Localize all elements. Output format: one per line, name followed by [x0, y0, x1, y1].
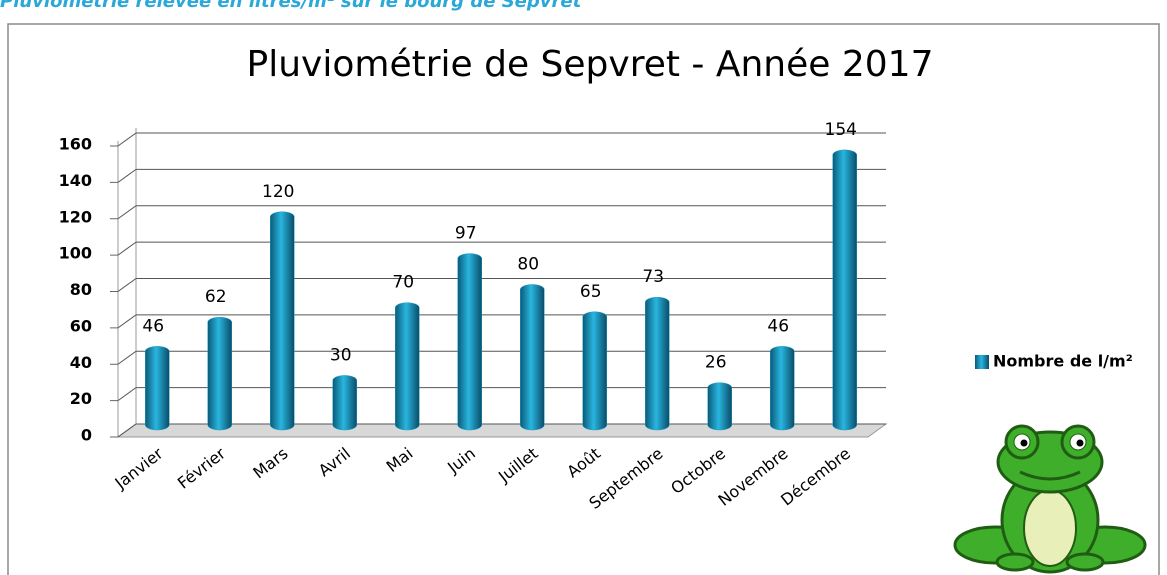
y-tick-label: 140: [59, 171, 92, 190]
bar: [520, 285, 544, 431]
data-label: 154: [825, 120, 857, 140]
y-tick-label: 120: [59, 207, 92, 226]
frog-illustration: [955, 426, 1145, 572]
data-label: 65: [580, 282, 602, 302]
bar: [145, 346, 169, 430]
grid-line: [118, 279, 136, 292]
bar: [708, 383, 732, 430]
bar: [833, 150, 857, 430]
x-tick-label: Février: [174, 443, 229, 492]
bar: [395, 303, 419, 430]
bar: [333, 375, 357, 430]
legend-label: Nombre de l/m²: [993, 352, 1133, 371]
grid-line: [118, 206, 136, 219]
x-tick-label: Juin: [443, 444, 479, 478]
data-label: 62: [205, 287, 227, 307]
data-label: 46: [142, 316, 164, 336]
y-tick-label: 80: [70, 280, 92, 299]
x-tick-label: Mai: [383, 444, 417, 476]
x-tick-label: Mars: [249, 444, 291, 483]
grid-line: [118, 388, 136, 401]
y-tick-label: 0: [81, 426, 92, 445]
bar: [770, 346, 794, 430]
chart: Pluviométrie relevée en litres/m² sur le…: [0, 0, 1167, 575]
data-label: 70: [392, 273, 414, 293]
y-tick-label: 40: [70, 353, 92, 372]
x-tick-label: Juillet: [494, 444, 541, 487]
bar: [583, 312, 607, 430]
y-tick-label: 20: [70, 389, 92, 408]
data-label: 80: [517, 255, 539, 275]
data-label: 46: [767, 316, 789, 336]
grid-line: [118, 351, 136, 364]
x-tick-label: Novembre: [714, 444, 791, 510]
data-label: 97: [455, 224, 477, 244]
y-tick-label: 60: [70, 316, 92, 335]
page: Pluviométrie relevée en litres/m² sur le…: [0, 0, 1167, 575]
x-tick-label: Décembre: [777, 444, 854, 510]
grid-line: [118, 133, 136, 146]
bar: [270, 212, 294, 430]
bar: [458, 254, 482, 430]
grid-line: [118, 169, 136, 182]
x-tick-label: Août: [563, 444, 604, 482]
grid-line: [118, 242, 136, 255]
grid-line: [118, 315, 136, 328]
y-tick-label: 100: [59, 244, 92, 263]
data-label: 26: [705, 353, 727, 373]
legend-swatch: [975, 355, 989, 369]
y-tick-label: 160: [59, 135, 92, 154]
data-label: 120: [262, 182, 294, 202]
x-tick-label: Janvier: [111, 443, 167, 493]
page-caption: Pluviométrie relevée en litres/m² sur le…: [0, 0, 583, 12]
chart-title: Pluviométrie de Sepvret - Année 2017: [247, 44, 934, 85]
bar: [208, 317, 232, 430]
x-tick-label: Avril: [315, 444, 354, 480]
bar: [645, 297, 669, 430]
data-label: 73: [642, 267, 664, 287]
data-label: 30: [330, 345, 352, 365]
